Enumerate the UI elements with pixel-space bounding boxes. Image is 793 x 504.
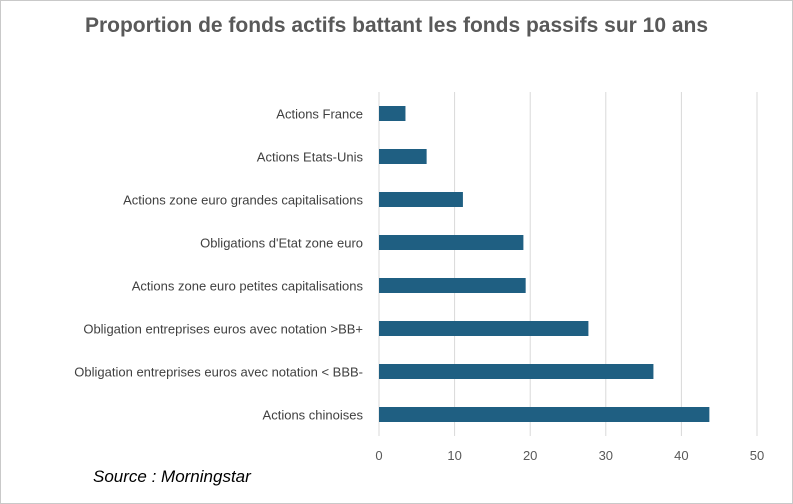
category-label: Actions zone euro petites capitalisation… <box>132 279 364 294</box>
bar <box>379 364 654 379</box>
bar <box>379 106 406 121</box>
category-label: Actions chinoises <box>263 408 364 423</box>
category-label: Actions zone euro grandes capitalisation… <box>123 193 363 208</box>
bar <box>379 407 710 422</box>
bar <box>379 149 427 164</box>
source-note: Source : Morningstar <box>93 467 251 486</box>
category-label: Obligation entreprises euros avec notati… <box>83 322 363 337</box>
category-label: Obligation entreprises euros avec notati… <box>74 365 363 380</box>
category-label: Actions Etats-Unis <box>257 150 364 165</box>
x-tick-label: 40 <box>674 448 688 463</box>
x-tick-label: 10 <box>447 448 461 463</box>
x-tick-label: 30 <box>599 448 613 463</box>
bar <box>379 278 526 293</box>
x-tick-label: 0 <box>375 448 382 463</box>
x-tick-label: 50 <box>750 448 764 463</box>
bar <box>379 321 589 336</box>
x-tick-label: 20 <box>523 448 537 463</box>
bars <box>379 106 710 422</box>
bar <box>379 192 463 207</box>
category-label: Actions France <box>276 107 363 122</box>
gridlines <box>378 92 758 436</box>
category-labels: Actions France Actions Etats-Unis Actions … <box>74 107 363 423</box>
bar <box>379 235 524 250</box>
chart-title: Proportion de fonds actifs battant les f… <box>84 14 709 37</box>
x-tick-labels: 0 10 20 30 40 50 <box>375 448 764 463</box>
category-label: Obligations d'Etat zone euro <box>200 236 363 251</box>
